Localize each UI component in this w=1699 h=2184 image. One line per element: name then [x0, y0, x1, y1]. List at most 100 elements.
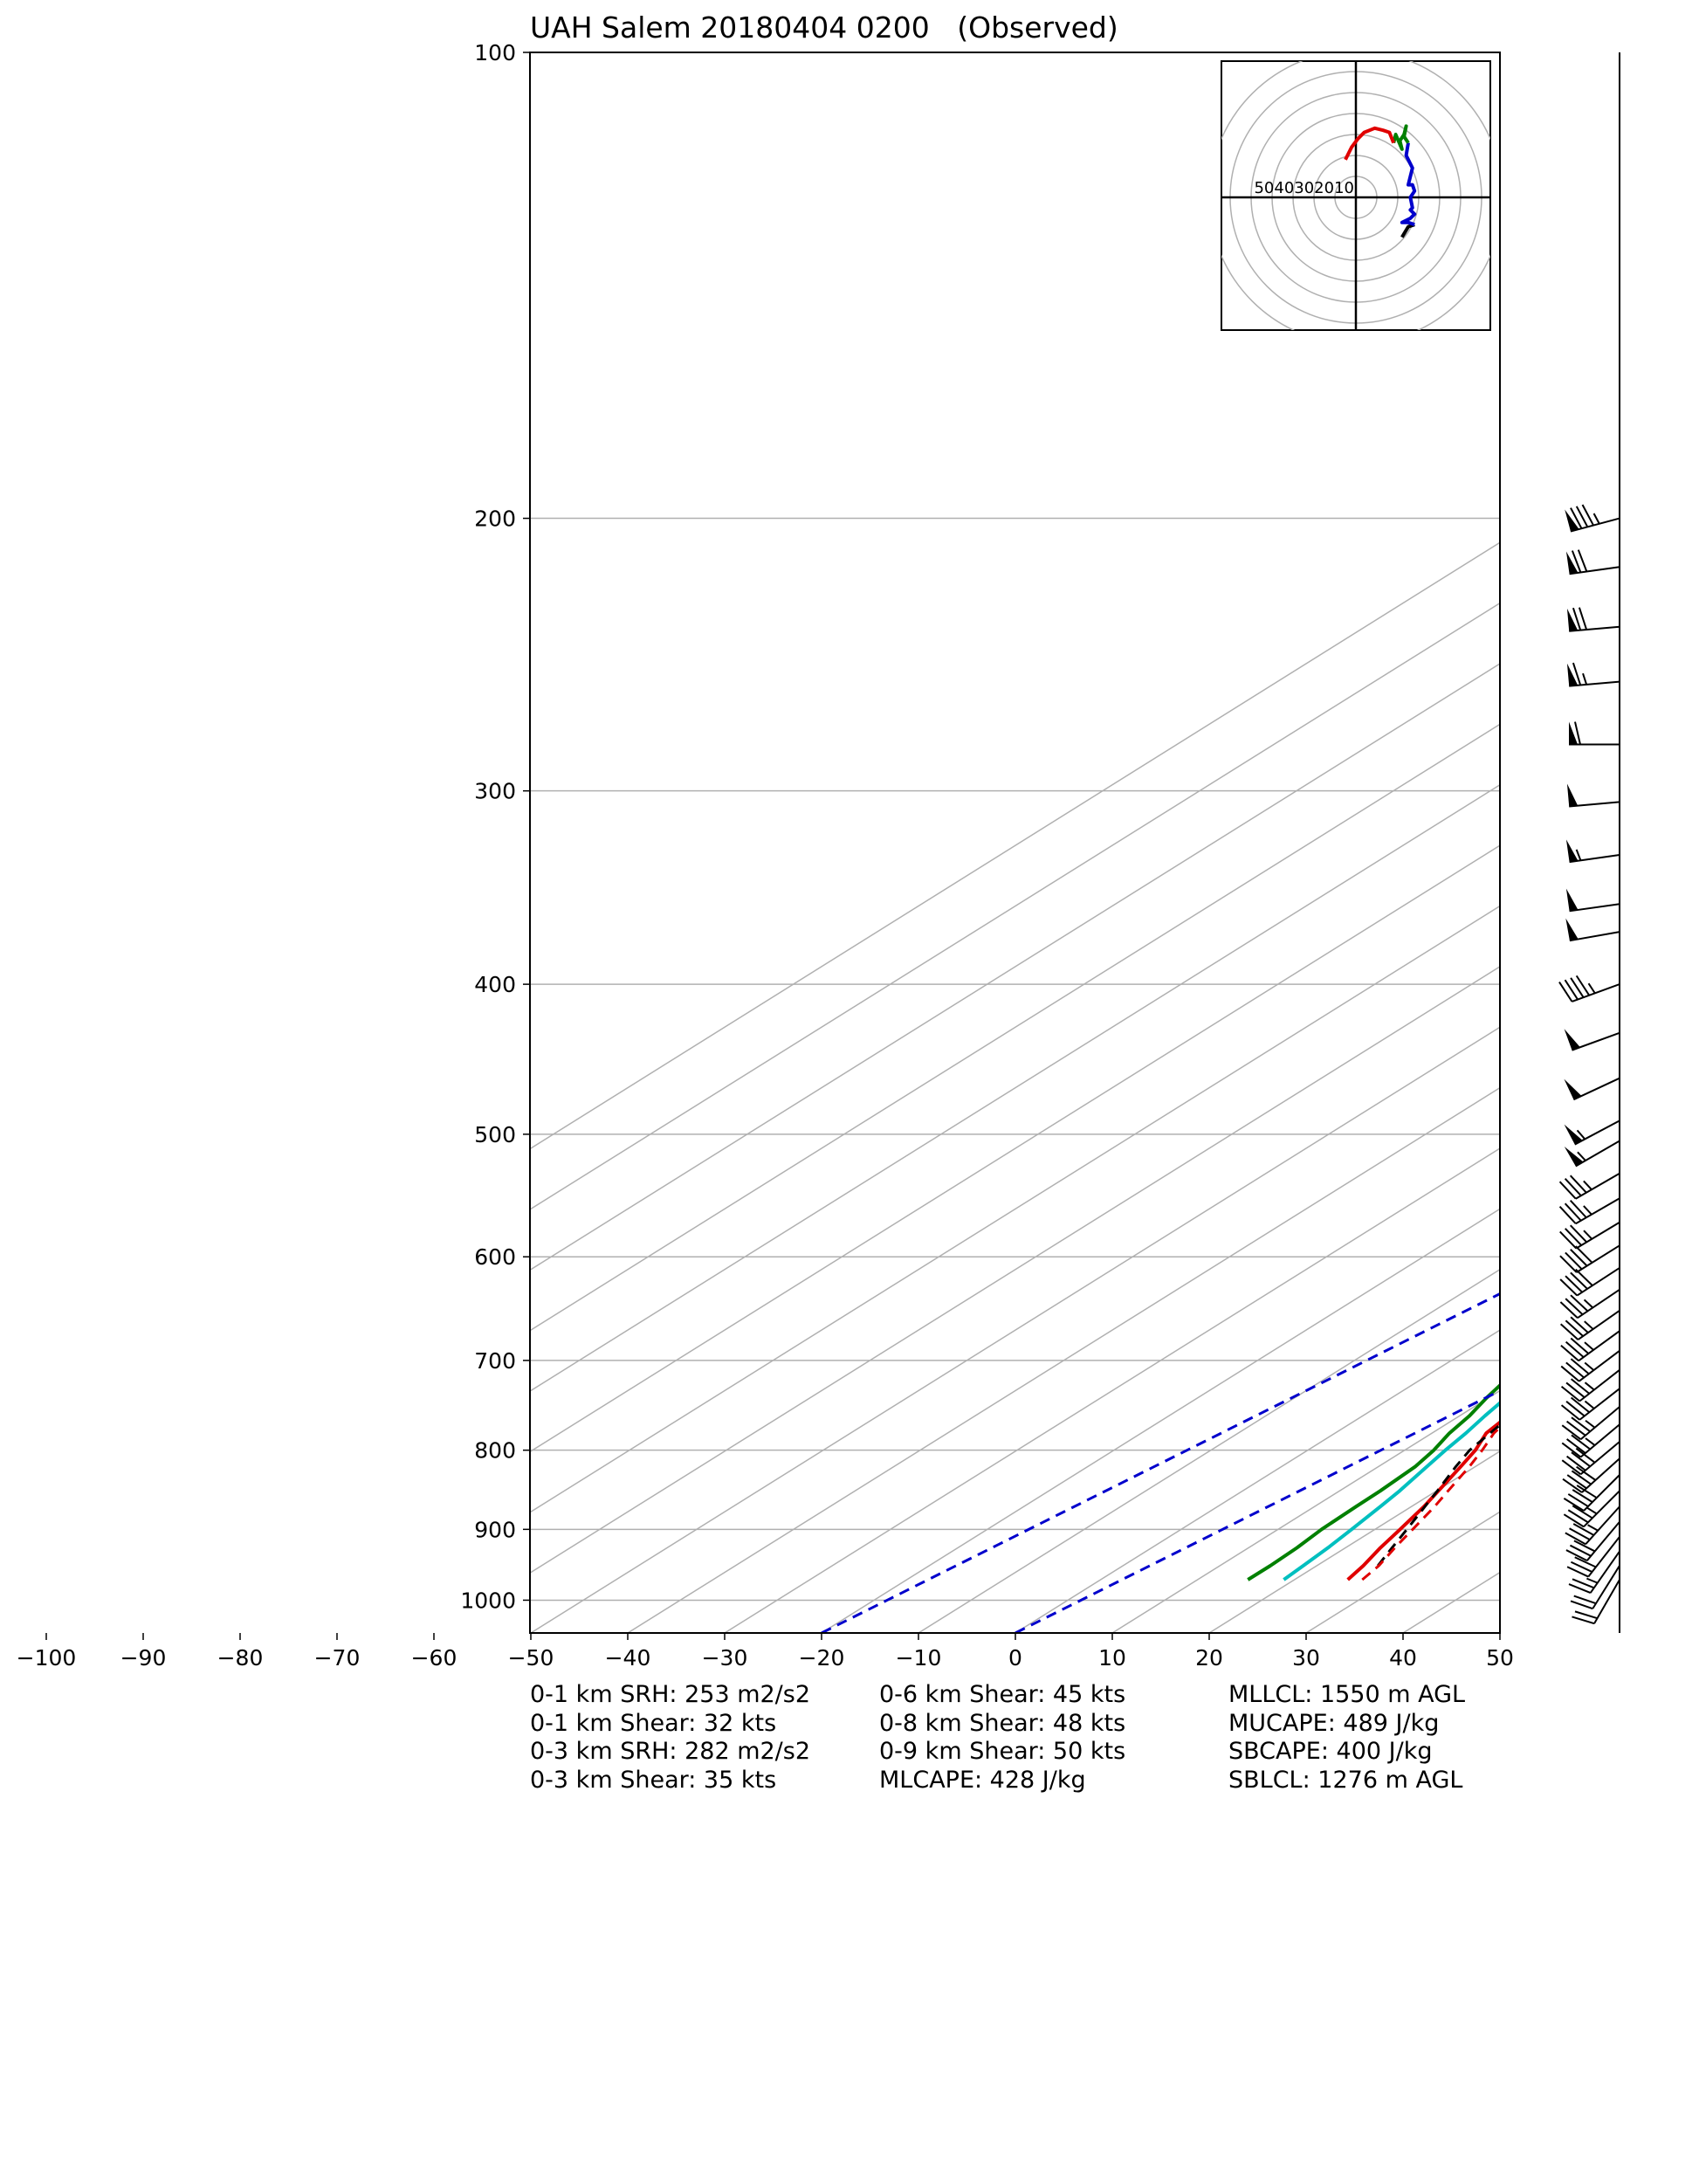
- barb-staff: [1569, 801, 1620, 808]
- barb-flag: [1565, 509, 1579, 532]
- barb-feather: [1566, 1455, 1586, 1471]
- barb-feather: [1565, 1532, 1586, 1546]
- barb-feather: [1572, 1489, 1593, 1503]
- barb-staff: [1583, 1474, 1620, 1512]
- barb-flag: [1564, 1124, 1583, 1145]
- isotherm-line: [1499, 1632, 1500, 1633]
- wind-barb: [1569, 721, 1620, 746]
- params-col-2: 0-6 km Shear: 45 kts 0-8 km Shear: 48 kt…: [879, 1681, 1125, 1795]
- param-shear-08: 0-8 km Shear: 48 kts: [879, 1709, 1126, 1737]
- param-mlcape: MLCAPE: 428 J/kg: [879, 1766, 1086, 1794]
- barb-staff: [1593, 1579, 1620, 1624]
- series-line-3: [1377, 1423, 1500, 1567]
- barb-feather: [1565, 1361, 1585, 1379]
- barb-flag: [1565, 918, 1579, 941]
- barb-feather: [1571, 550, 1582, 573]
- x-tick-label: −90: [120, 1645, 167, 1671]
- barb-feather: [1561, 1424, 1582, 1441]
- barb-staff: [1578, 1330, 1620, 1362]
- x-tick-label: −10: [896, 1645, 942, 1671]
- barb-staff: [1577, 1310, 1620, 1340]
- wind-barb: [1564, 1077, 1620, 1101]
- x-tick-label: −40: [605, 1645, 651, 1671]
- params-col-1: 0-1 km SRH: 253 m2/s2 0-1 km Shear: 32 k…: [530, 1681, 810, 1795]
- barb-staff: [1579, 1441, 1620, 1476]
- wind-barb: [1558, 1172, 1620, 1200]
- barb-half-feather: [1583, 1230, 1593, 1240]
- barb-flag: [1566, 608, 1579, 631]
- wind-barb: [1561, 1441, 1620, 1476]
- hodograph-content: 5040302010: [1221, 61, 1490, 330]
- barb-feather: [1572, 1505, 1593, 1519]
- barb-half-feather: [1583, 1299, 1594, 1309]
- isotherm-line: [530, 905, 1500, 1513]
- barb-feather: [1560, 1365, 1580, 1382]
- barb-feather: [1567, 1493, 1589, 1507]
- chart-title: UAH Salem 20180404 0200 (Observed): [530, 10, 1118, 45]
- y-tick-label: 700: [474, 1348, 516, 1374]
- hodograph-trace-3: [1344, 126, 1396, 161]
- y-tick-label: 600: [474, 1244, 516, 1270]
- barb-staff: [1579, 1423, 1620, 1458]
- barb-staff: [1579, 1388, 1620, 1421]
- x-tick-label: 20: [1195, 1645, 1223, 1671]
- barb-feather: [1569, 1200, 1587, 1218]
- barb-half-feather: [1575, 849, 1582, 861]
- param-sbcape: SBCAPE: 400 J/kg: [1228, 1738, 1433, 1765]
- barb-staff: [1574, 1120, 1620, 1146]
- barb-feather: [1565, 1401, 1586, 1417]
- barb-feather: [1570, 1378, 1590, 1395]
- barb-feather: [1572, 1616, 1595, 1625]
- barb-feather: [1570, 1396, 1590, 1414]
- barb-staff: [1575, 1140, 1620, 1168]
- y-tick-label: 100: [474, 40, 516, 65]
- barb-feather: [1561, 1459, 1582, 1476]
- barb-feather: [1574, 1610, 1598, 1620]
- x-tick-label: −70: [314, 1645, 361, 1671]
- barb-feather: [1571, 1434, 1591, 1450]
- wind-barb: [1566, 662, 1620, 687]
- wind-barb: [1565, 504, 1620, 533]
- series-line-0: [1346, 1420, 1500, 1581]
- barb-feather: [1569, 1175, 1587, 1194]
- barb-feather: [1576, 1485, 1598, 1499]
- param-shear-01: 0-1 km Shear: 32 kts: [530, 1709, 777, 1737]
- barb-feather: [1568, 1583, 1592, 1595]
- wind-barb: [1559, 1221, 1620, 1250]
- barb-staff: [1575, 1172, 1620, 1200]
- barb-staff: [1572, 1031, 1620, 1051]
- isotherm-line: [530, 1026, 1500, 1633]
- x-tick-label: −100: [17, 1645, 77, 1671]
- barb-feather: [1570, 1600, 1593, 1610]
- barb-flag: [1566, 663, 1579, 686]
- series-line-4: [1361, 1425, 1500, 1581]
- wind-barb: [1560, 1369, 1620, 1402]
- pressure-axis: 100 200 300 400 500 600 700 800 900 1000: [460, 40, 530, 1613]
- param-srh-03: 0-3 km SRH: 282 m2/s2: [530, 1738, 811, 1765]
- barb-half-feather: [1576, 1129, 1586, 1140]
- isotherm-line: [530, 965, 1500, 1574]
- param-sblcl: SBLCL: 1276 m AGL: [1228, 1766, 1463, 1794]
- barb-staff: [1575, 1197, 1620, 1225]
- barb-feather: [1571, 1470, 1592, 1485]
- barb-staff: [1579, 1406, 1620, 1441]
- isotherm-line: [530, 723, 1500, 1332]
- barb-staff: [1577, 1288, 1620, 1319]
- barb-feather: [1565, 1381, 1586, 1398]
- barb-feather: [1570, 1271, 1588, 1290]
- barb-staff: [1592, 1565, 1620, 1609]
- barb-staff: [1585, 1505, 1620, 1546]
- barb-flag: [1564, 1078, 1582, 1100]
- barb-feather: [1575, 506, 1589, 527]
- wind-barb: [1559, 1310, 1620, 1340]
- param-mucape: MUCAPE: 489 J/kg: [1228, 1709, 1440, 1737]
- wind-barb: [1565, 918, 1620, 942]
- barb-feather: [1558, 1206, 1577, 1224]
- x-tick-label: 0: [1008, 1645, 1022, 1671]
- barb-feather: [1571, 1451, 1591, 1468]
- wind-barb: [1560, 1350, 1620, 1382]
- wind-barbs: [1558, 52, 1620, 1633]
- barb-feather: [1575, 1245, 1593, 1264]
- barb-feather: [1565, 1298, 1584, 1316]
